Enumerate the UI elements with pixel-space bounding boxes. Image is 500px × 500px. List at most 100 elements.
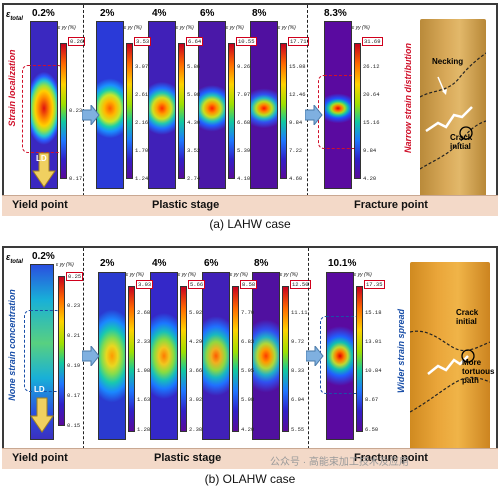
panel-b-map-10-1pct <box>326 272 354 440</box>
panel-a-tick: 0.23 <box>69 107 83 114</box>
panel-a-tick: 9.84 <box>363 147 377 154</box>
panel-b-tick: 12.50 <box>290 280 311 289</box>
panel-b-tick: 9.72 <box>291 338 305 345</box>
panel-b-map-8pct <box>252 272 280 440</box>
panel-a-tick: 6.64 <box>186 37 204 46</box>
panel-b-tick: 0.17 <box>67 392 81 399</box>
panel-a-tick: 5.86 <box>187 63 201 70</box>
panel-b-stage-strip: Yield point Plastic stage Fracture point <box>2 448 498 469</box>
panel-b-tick: 1.98 <box>137 367 151 374</box>
panel-a-tick: 7.97 <box>237 91 251 98</box>
panel-a-caption: (a) LAHW case <box>209 217 291 231</box>
panel-b-colorbar-4 <box>282 286 289 432</box>
panel-b-crack-label: Crack initial <box>456 308 479 326</box>
panel-a-colorbar-0 <box>60 43 67 179</box>
panel-b-tick: 10.84 <box>365 367 382 374</box>
panel-a-colorbar-2 <box>178 43 185 179</box>
panel-a-tick: 9.26 <box>237 63 251 70</box>
panel-a-tick: 0.26 <box>68 37 86 46</box>
panel-b-tick: 8.33 <box>291 367 305 374</box>
panel-b-arrow-icon <box>306 346 324 366</box>
panel-b-cbar-title-1: ε yy (%) <box>126 272 144 278</box>
panel-a-map-8pct <box>250 21 278 189</box>
panel-a-tick: 1.70 <box>135 147 149 154</box>
panel-a-tick: 17.71 <box>288 37 309 46</box>
panel-a-strain-5: 8.3% <box>324 8 347 19</box>
panel-b-strain-1: 2% <box>100 258 115 269</box>
panel-a-crack-label: Crack initial <box>450 133 473 151</box>
panel-b-tick: 0.23 <box>67 302 81 309</box>
panel-a-map-8-3pct <box>324 21 352 189</box>
panel-b-cbar-title-4: ε yy (%) <box>280 272 298 278</box>
panel-a-ld-arrow-icon <box>32 152 56 188</box>
panel-b-tick: 0.15 <box>67 422 81 429</box>
panel-a-tick: 4.10 <box>237 175 251 182</box>
panel-b-caption: (b) OLAHW case <box>204 472 296 486</box>
panel-a-tick: 31.69 <box>362 37 383 46</box>
panel-a-strain-3: 6% <box>200 8 215 19</box>
panel-a-map-6pct <box>198 21 226 189</box>
panel-b-stage-yield: Yield point <box>12 452 68 464</box>
panel-b-right-side-label: Wider strain spread <box>396 309 406 393</box>
panel-b-colorbar-0 <box>58 276 65 426</box>
panel-b-tick: 2.68 <box>137 309 151 316</box>
panel-a-cbar-title-1: ε yy (%) <box>124 25 142 31</box>
panel-a-tick: 4.60 <box>289 175 303 182</box>
panel-a-tick: 4.20 <box>363 175 377 182</box>
panel-b-cbar-title-2: ε yy (%) <box>178 272 196 278</box>
panel-b-tick: 13.01 <box>365 338 382 345</box>
panel-a-cbar-title-0: ε yy (%) <box>58 25 76 31</box>
panel-a-localization-box <box>22 65 64 153</box>
panel-a-tick: 5.39 <box>237 147 251 154</box>
panel-b-strain-0: 0.2% <box>32 251 55 262</box>
panel-b-tick: 2.33 <box>137 338 151 345</box>
panel-a-tick: 1.24 <box>135 175 149 182</box>
panel-b-tick: 5.08 <box>241 396 255 403</box>
panel-b-cbar-title-3: ε yy (%) <box>230 272 248 278</box>
panel-a-cbar-title-4: ε yy (%) <box>278 25 296 31</box>
panel-a-specimen-photo <box>420 19 486 209</box>
panel-a-tick: 15.08 <box>289 63 306 70</box>
panel-a-necking-label: Necking <box>432 57 464 66</box>
panel-b-tick: 8.58 <box>240 280 258 289</box>
panel-a-left-side-label: Strain localization <box>7 49 17 127</box>
panel-a-tick: 15.16 <box>363 119 380 126</box>
panel-a-tick: 2.16 <box>135 119 149 126</box>
panel-a-colorbar-3 <box>228 43 235 179</box>
panel-b-map-2pct <box>98 272 126 440</box>
panel-b-tick: 1.28 <box>137 426 151 433</box>
panel-a-tick: 12.46 <box>289 91 306 98</box>
panel-a-arrow-icon <box>82 105 100 125</box>
panel-a-strain-0: 0.2% <box>32 8 55 19</box>
panel-a-map-4pct <box>148 21 176 189</box>
panel-a-cbar-title-5: ε yy (%) <box>352 25 370 31</box>
panel-a-tick: 10.55 <box>236 37 257 46</box>
panel-a-tick: 26.12 <box>363 63 380 70</box>
panel-b-tick: 6.83 <box>241 338 255 345</box>
panel-a-strain-4: 8% <box>252 8 267 19</box>
panel-a-colorbar-4 <box>280 43 287 179</box>
panel-b-tick: 3.03 <box>136 280 154 289</box>
panel-a-separator-1 <box>83 5 84 211</box>
panel-a-colorbar-5 <box>354 43 361 179</box>
panel-b: εtotal 0.2% 2% 4% 6% 8% 10.1% None strai… <box>2 246 498 500</box>
panel-a-stage-strip: Yield point Plastic stage Fracture point <box>2 195 498 216</box>
panel-b-stage-fracture: Fracture point <box>354 452 428 464</box>
panel-a-tick: 7.22 <box>289 147 303 154</box>
panel-b-tick: 6.94 <box>291 396 305 403</box>
panel-b-crack-icon <box>410 330 490 413</box>
panel-a-tick: 2.61 <box>135 91 149 98</box>
panel-a-stage-yield: Yield point <box>12 199 68 211</box>
panel-a-stage-plastic: Plastic stage <box>152 199 220 211</box>
panel-b-tick: 4.29 <box>189 338 203 345</box>
panel-a-cbar-title-2: ε yy (%) <box>176 25 194 31</box>
panel-a-stage-fracture: Fracture point <box>354 199 428 211</box>
panel-b-tick: 0.25 <box>66 272 84 281</box>
panel-b-tick: 2.38 <box>189 426 203 433</box>
panel-b-cbar-title-5: ε yy (%) <box>354 272 372 278</box>
panel-b-tick: 17.35 <box>364 280 385 289</box>
panel-b-tick: 15.18 <box>365 309 382 316</box>
panel-a-tick: 9.84 <box>289 119 303 126</box>
panel-b-tick: 8.67 <box>365 396 379 403</box>
panel-b-tick: 11.11 <box>291 309 308 316</box>
